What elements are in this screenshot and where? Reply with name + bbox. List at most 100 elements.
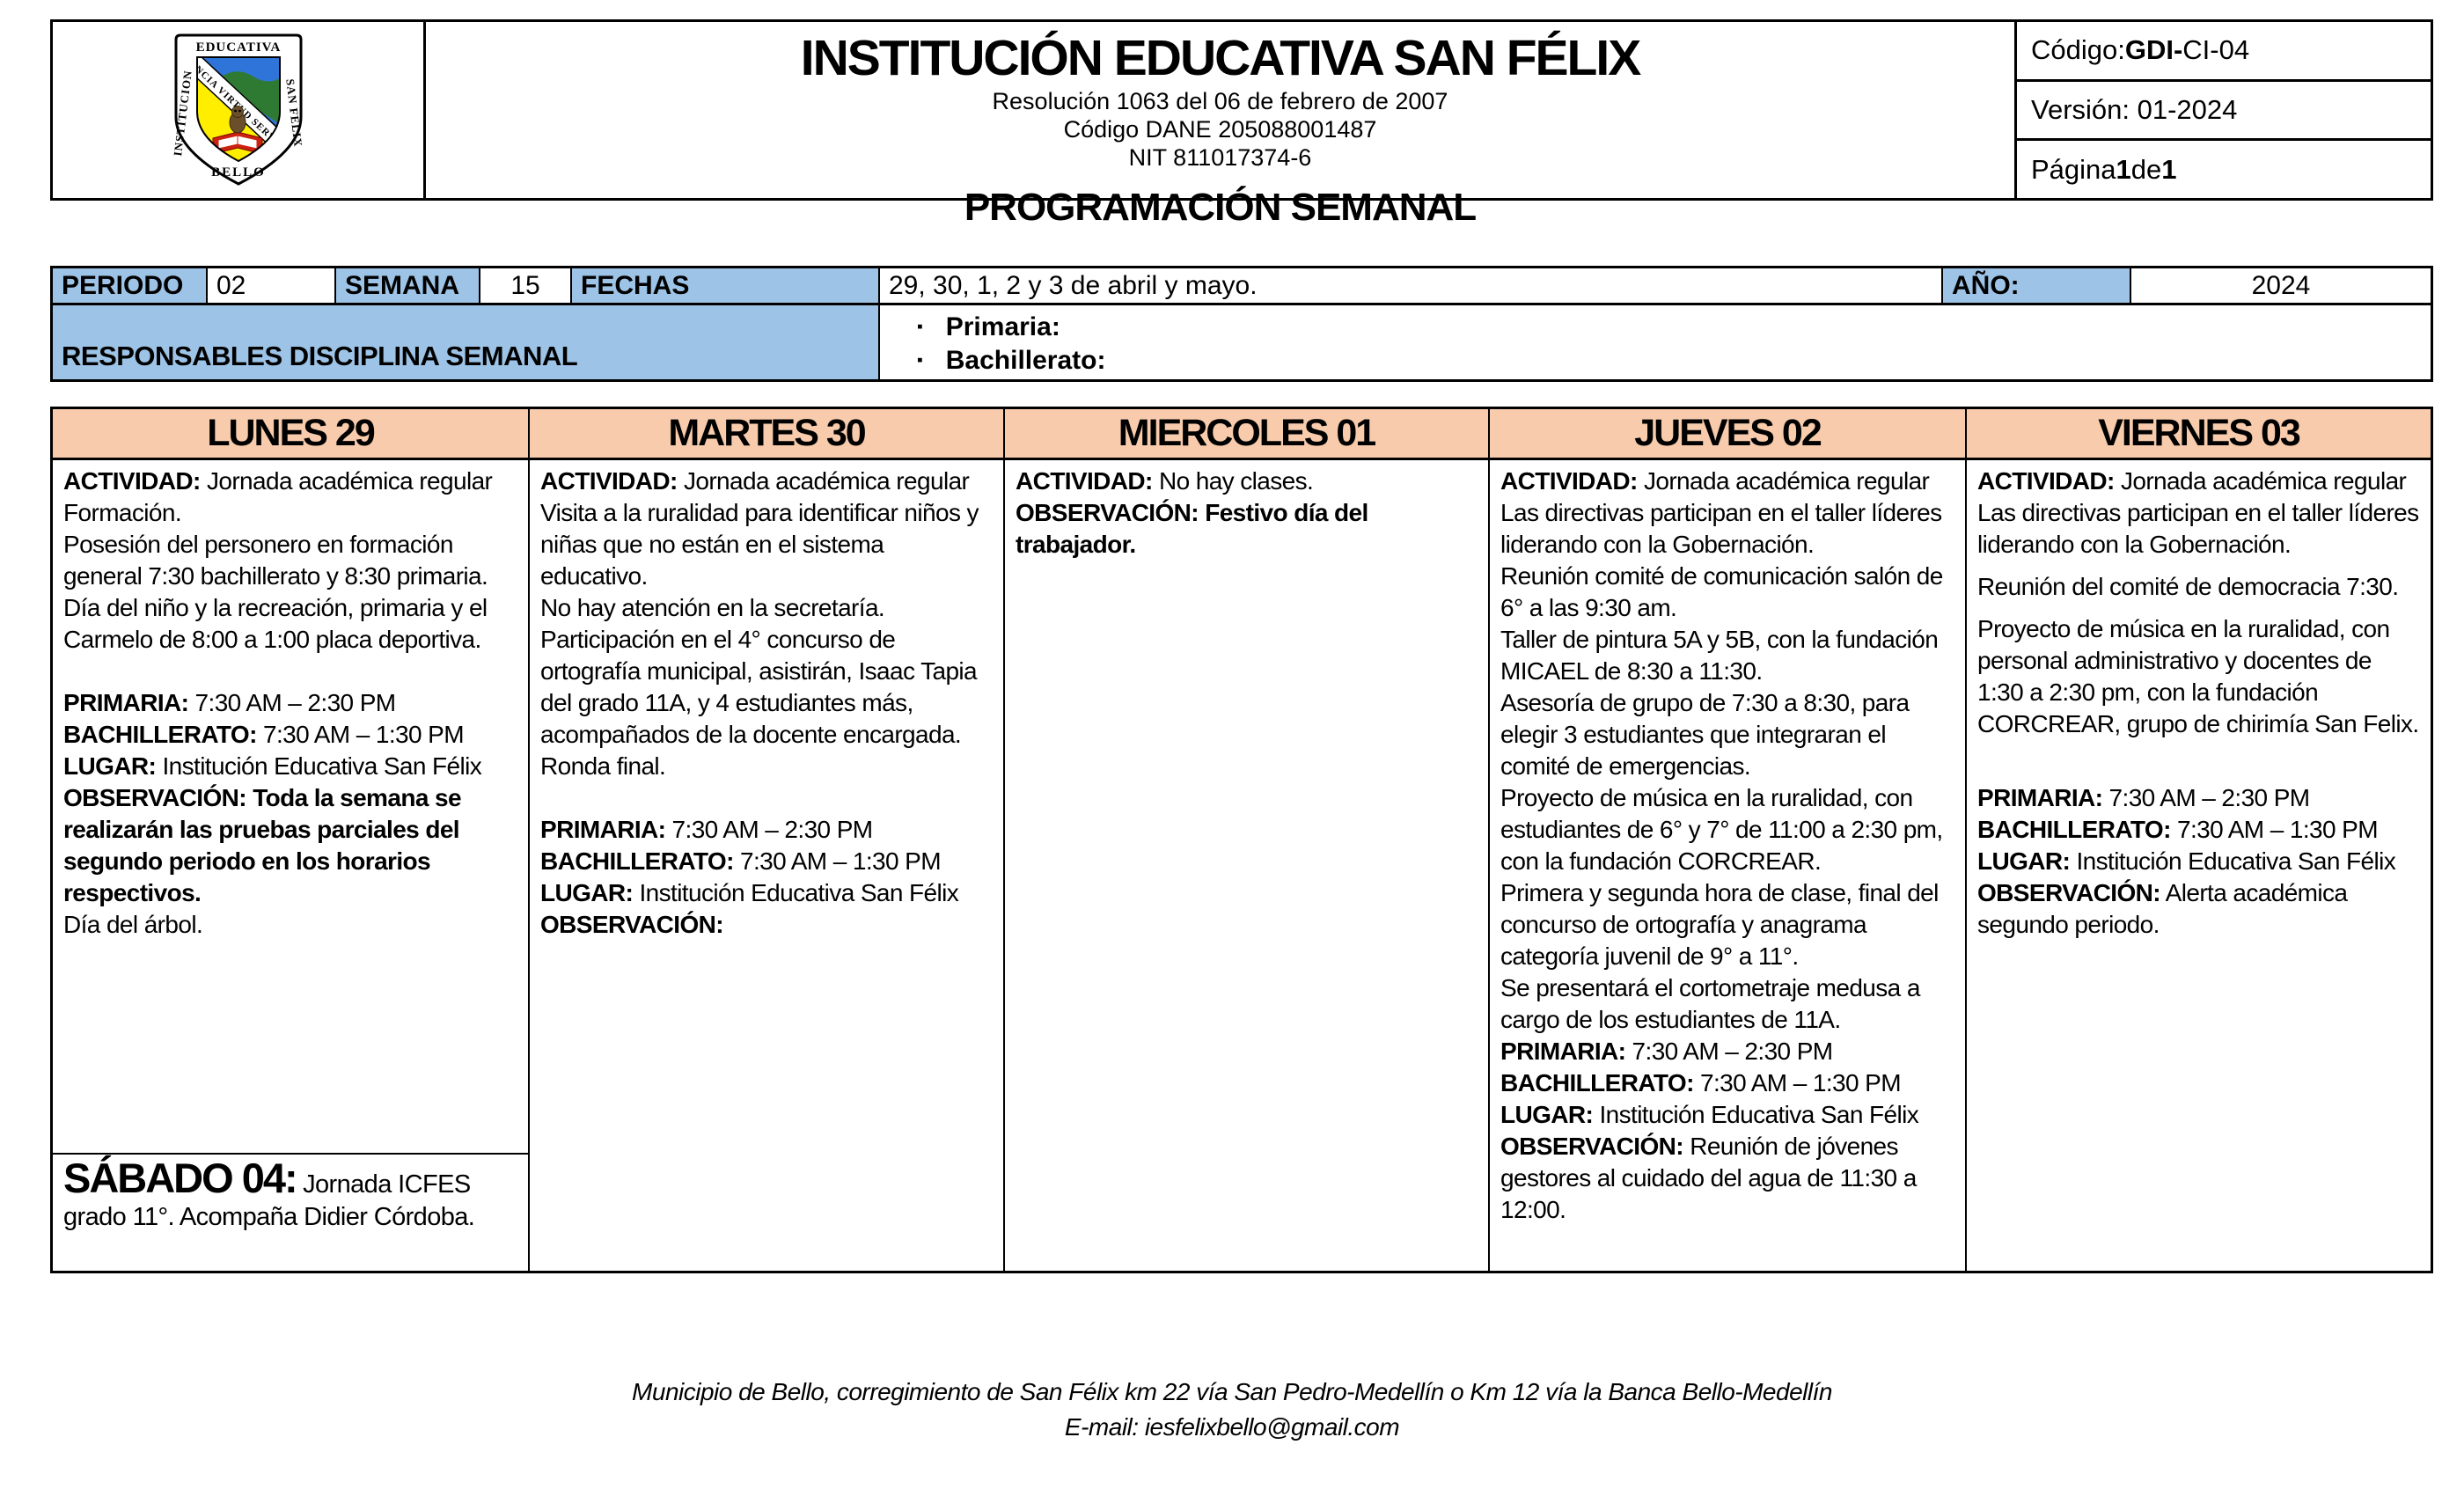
school-crest-icon: CIENCIA VIRTUD SERVICIO EDUCATIVA INSTIT… (172, 33, 304, 186)
periodo-value: 02 (208, 268, 336, 303)
header-center-cell: INSTITUCIÓN EDUCATIVA SAN FÉLIX Resoluci… (426, 22, 2017, 229)
schedule-paragraph: Formación. (63, 499, 182, 526)
schedule-paragraph: Primera y segunda hora de clase, final d… (1500, 879, 1939, 970)
schedule-paragraph: Día del niño y la recreación, primaria y… (63, 594, 488, 653)
saturday-cell: SÁBADO 04: Jornada ICFES grado 11°. Acom… (53, 1153, 528, 1271)
pagina-mid: de (2130, 153, 2162, 185)
schedule-paragraph: PRIMARIA: 7:30 AM – 2:30 PM (540, 816, 873, 843)
header-meta-cell: Código: GDI- CI-04 Versión: 01-2024 Págin… (2017, 22, 2431, 198)
pagina-total: 1 (2161, 153, 2177, 185)
saturday-text: Jornada ICFES grado 11°. Acompaña Didier… (63, 1170, 475, 1231)
crest-bottom-text: BELLO (211, 165, 266, 180)
schedule-paragraph: ACTIVIDAD: Jornada académica regular (540, 467, 970, 495)
schedule-paragraph (1977, 751, 2424, 782)
footer-address: Municipio de Bello, corregimiento de San… (632, 1378, 1832, 1405)
period-row: PERIODO 02 SEMANA 15 FECHAS 29, 30, 1, 2… (53, 268, 2431, 305)
schedule-paragraph: PRIMARIA: 7:30 AM – 2:30 PM (1977, 784, 2310, 811)
square-bullet-icon: ▪ (917, 318, 923, 336)
dane-code-line: Código DANE 205088001487 (1063, 116, 1377, 143)
document-title: PROGRAMACIÓN SEMANAL (964, 186, 1477, 229)
day-body-miercoles-01: ACTIVIDAD: No hay clases. OBSERVACIÓN: Fe… (1005, 460, 1488, 566)
logo-cell: CIENCIA VIRTUD SERVICIO EDUCATIVA INSTIT… (53, 22, 426, 198)
pagina-prefix: Página (2031, 153, 2116, 185)
codigo-row: Código: GDI- CI-04 (2017, 22, 2431, 82)
day-column-martes-30: MARTES 30 ACTIVIDAD: Jornada académica re… (530, 409, 1005, 1271)
schedule-paragraph: Visita a la ruralidad para identificar n… (540, 499, 979, 590)
responsables-list: ▪ Primaria: ▪ Bachillerato: (880, 305, 2431, 379)
responsable-bachillerato: ▪ Bachillerato: (917, 346, 1106, 375)
schedule-paragraph: BACHILLERATO: 7:30 AM – 1:30 PM (1500, 1069, 1902, 1096)
day-header-martes-30: MARTES 30 (530, 409, 1003, 460)
period-table: PERIODO 02 SEMANA 15 FECHAS 29, 30, 1, 2… (50, 266, 2433, 382)
schedule-paragraph: Participación en el 4° concurso de ortog… (540, 626, 978, 780)
square-bullet-icon: ▪ (917, 351, 923, 370)
pagina-num: 1 (2116, 153, 2131, 185)
schedule-paragraph: OBSERVACIÓN: Festivo día del trabajador. (1016, 499, 1368, 558)
version-label: Versión: 01-2024 (2031, 94, 2238, 125)
responsables-row: RESPONSABLES DISCIPLINA SEMANAL ▪ Primari… (53, 305, 2431, 379)
nit-line: NIT 811017374-6 (1128, 144, 1312, 171)
schedule-paragraph: BACHILLERATO: 7:30 AM – 1:30 PM (63, 721, 465, 748)
fechas-value: 29, 30, 1, 2 y 3 de abril y mayo. (880, 268, 1943, 303)
header-table: CIENCIA VIRTUD SERVICIO EDUCATIVA INSTIT… (50, 19, 2433, 229)
fechas-label: FECHAS (572, 268, 880, 303)
schedule-paragraph: Reunión comité de comunicación salón de … (1500, 562, 1943, 621)
schedule-paragraph: LUGAR: Institución Educativa San Félix (540, 879, 959, 906)
schedule-paragraph: PRIMARIA: 7:30 AM – 2:30 PM (63, 689, 396, 716)
anio-label: AÑO: (1943, 268, 2131, 303)
schedule-paragraph: OBSERVACIÓN: Reunión de jóvenes gestores… (1500, 1133, 1917, 1223)
schedule-paragraph: Las directivas participan en el taller l… (1977, 499, 2419, 558)
schedule-paragraph: ACTIVIDAD: Jornada académica regular (1977, 467, 2407, 495)
day-column-viernes-03: VIERNES 03 ACTIVIDAD: Jornada académica r… (1967, 409, 2431, 1271)
schedule-paragraph (540, 782, 996, 814)
anio-value: 2024 (2251, 270, 2311, 300)
day-header-viernes-03: VIERNES 03 (1967, 409, 2431, 460)
day-header-miercoles-01: MIERCOLES 01 (1005, 409, 1488, 460)
day-body-lunes-29: ACTIVIDAD: Jornada académica regular Form… (53, 460, 528, 1153)
schedule-paragraph: BACHILLERATO: 7:30 AM – 1:30 PM (540, 847, 942, 875)
resolution-line: Resolución 1063 del 06 de febrero de 200… (992, 88, 1448, 114)
semana-value: 15 (480, 268, 572, 303)
saturday-title: SÁBADO 04: (63, 1155, 298, 1201)
schedule-paragraph: ACTIVIDAD: Jornada académica regular (63, 467, 493, 495)
day-column-jueves-02: JUEVES 02 ACTIVIDAD: Jornada académica re… (1490, 409, 1967, 1271)
day-header-lunes-29: LUNES 29 (53, 409, 528, 460)
responsables-label: RESPONSABLES DISCIPLINA SEMANAL (53, 305, 880, 379)
schedule-paragraph: PRIMARIA: 7:30 AM – 2:30 PM (1500, 1038, 1833, 1065)
schedule-paragraph: LUGAR: Institución Educativa San Félix (1500, 1101, 1919, 1128)
weekly-schedule-table: LUNES 29 ACTIVIDAD: Jornada académica reg… (50, 407, 2433, 1273)
schedule-paragraph (63, 656, 521, 687)
schedule-paragraph: ACTIVIDAD: No hay clases. (1016, 467, 1314, 495)
day-header-jueves-02: JUEVES 02 (1490, 409, 1965, 460)
pagina-row: Página 1 de 1 (2017, 141, 2431, 198)
day-body-martes-30: ACTIVIDAD: Jornada académica regular Visi… (530, 460, 1003, 946)
codigo-rest: CI-04 (2182, 34, 2250, 66)
schedule-paragraph: Asesoría de grupo de 7:30 a 8:30, para e… (1500, 689, 1910, 780)
schedule-paragraph: BACHILLERATO: 7:30 AM – 1:30 PM (1977, 816, 2379, 843)
schedule-paragraph: OBSERVACIÓN: Alerta académica segundo pe… (1977, 879, 2348, 938)
periodo-label: PERIODO (53, 268, 208, 303)
schedule-paragraph: Día del árbol. (63, 911, 203, 938)
day-body-jueves-02: ACTIVIDAD: Jornada académica regular Las … (1490, 460, 1965, 1231)
codigo-label: Código: (2031, 34, 2125, 66)
responsable-primaria: ▪ Primaria: (917, 312, 1060, 341)
schedule-paragraph: LUGAR: Institución Educativa San Félix (63, 752, 482, 780)
institution-title: INSTITUCIÓN EDUCATIVA SAN FÉLIX (800, 30, 1641, 86)
day-column-miercoles-01: MIERCOLES 01 ACTIVIDAD: No hay clases. OBS… (1005, 409, 1490, 1271)
footer-email: E-mail: iesfelixbello@gmail.com (1064, 1413, 1400, 1441)
schedule-paragraph: ACTIVIDAD: Jornada académica regular (1500, 467, 1930, 495)
schedule-paragraph: OBSERVACIÓN: (540, 911, 724, 938)
schedule-paragraph: Las directivas participan en el taller l… (1500, 499, 1942, 558)
version-row: Versión: 01-2024 (2017, 82, 2431, 142)
page-footer: Municipio de Bello, corregimiento de San… (0, 1375, 2464, 1445)
day-body-viernes-03: ACTIVIDAD: Jornada académica regular Las … (1967, 460, 2431, 946)
schedule-paragraph: Reunión del comité de democracia 7:30. (1977, 573, 2399, 600)
semana-label: SEMANA (336, 268, 480, 303)
schedule-paragraph: Posesión del personero en formación gene… (63, 531, 488, 590)
schedule-paragraph: OBSERVACIÓN: Toda la semana se realizará… (63, 784, 462, 906)
schedule-paragraph: Taller de pintura 5A y 5B, con la fundac… (1500, 626, 1939, 685)
crest-top-text: EDUCATIVA (195, 40, 281, 55)
schedule-paragraph: No hay atención en la secretaría. (540, 594, 885, 621)
schedule-paragraph: Proyecto de música en la ruralidad, con … (1977, 615, 2419, 737)
